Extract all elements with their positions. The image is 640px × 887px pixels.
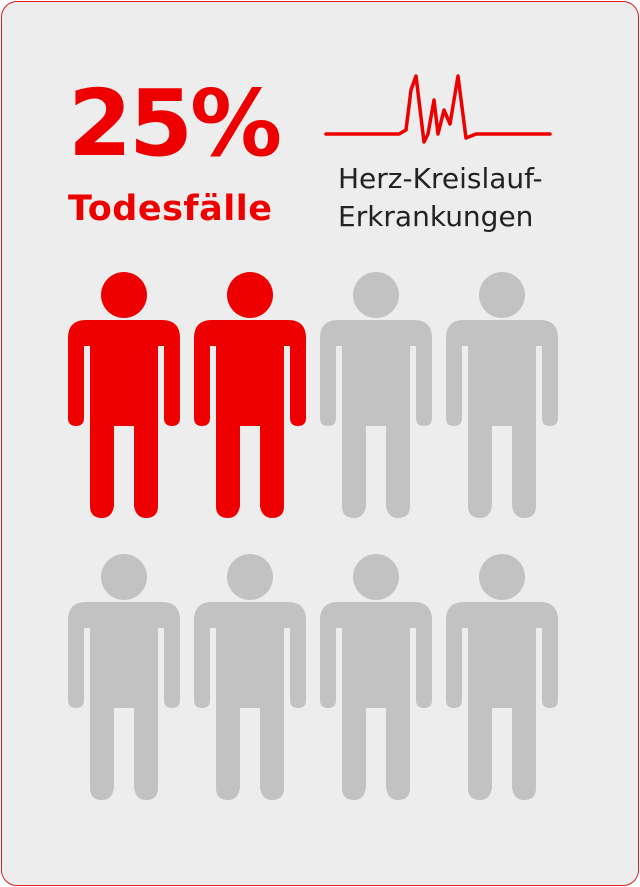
person-icon	[320, 272, 432, 518]
person-body	[446, 602, 558, 800]
person-icon	[194, 554, 306, 800]
person-head	[101, 554, 147, 600]
person-body	[194, 320, 306, 518]
person-head	[479, 554, 525, 600]
condition-line-2: Erkrankungen	[338, 200, 534, 233]
percentage-label: Todesfälle	[68, 189, 273, 229]
person-head	[227, 272, 273, 318]
person-head	[479, 272, 525, 318]
person-icon	[446, 554, 558, 800]
condition-label: Herz-Kreislauf- Erkrankungen	[338, 160, 543, 236]
person-icon	[320, 554, 432, 800]
heartbeat-line-icon	[324, 74, 552, 144]
person-head	[101, 272, 147, 318]
condition-line-1: Herz-Kreislauf-	[338, 162, 543, 195]
person-icon	[194, 272, 306, 518]
person-body	[320, 320, 432, 518]
percentage-value: 25%	[68, 70, 282, 177]
person-body	[68, 602, 180, 800]
person-head	[227, 554, 273, 600]
person-body	[446, 320, 558, 518]
person-icon	[446, 272, 558, 518]
person-head	[353, 554, 399, 600]
person-icon	[68, 554, 180, 800]
person-body	[68, 320, 180, 518]
person-body	[194, 602, 306, 800]
person-body	[320, 602, 432, 800]
people-grid	[68, 272, 558, 800]
person-head	[353, 272, 399, 318]
person-icon	[68, 272, 180, 518]
